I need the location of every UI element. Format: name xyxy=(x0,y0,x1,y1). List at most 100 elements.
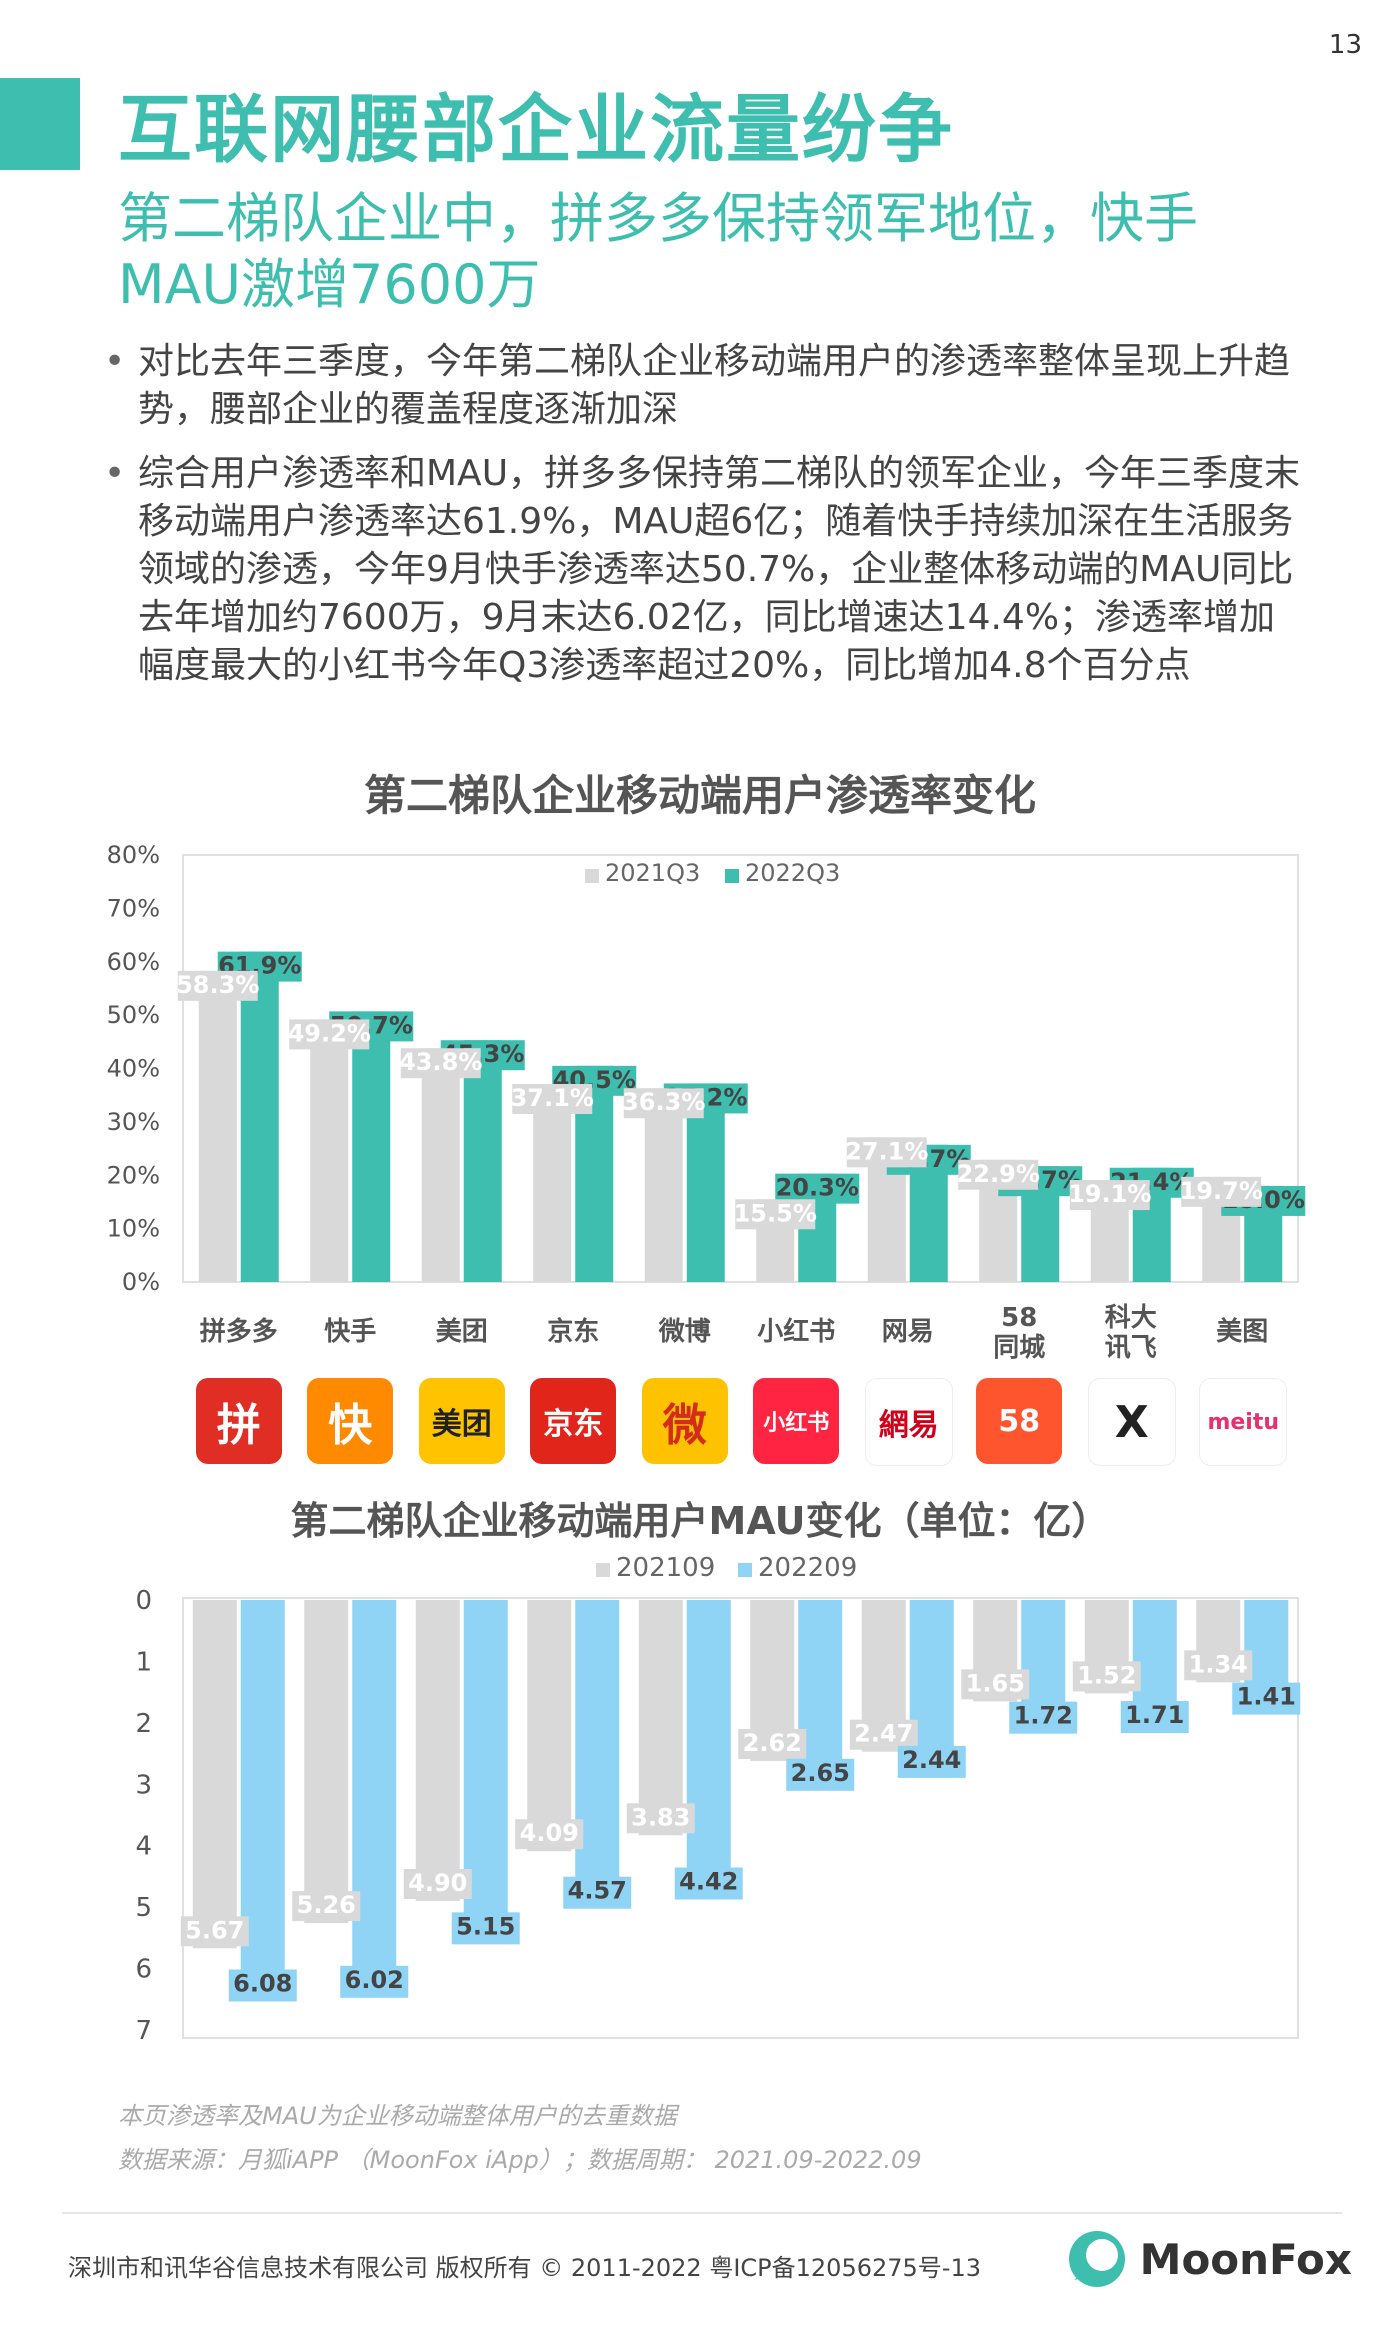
bullet-item: • 综合用户渗透率和MAU，拼多多保持第二梯队的领军企业，今年三季度末移动端用户渗… xyxy=(104,450,1308,690)
data-label-bg xyxy=(626,1803,695,1834)
legend-swatch xyxy=(738,1563,752,1577)
legend-label: 2022Q3 xyxy=(745,859,840,887)
data-label-bg xyxy=(1184,1650,1253,1681)
meitu-logo: meitu xyxy=(1199,1378,1288,1466)
data-label-202209: 4.42 xyxy=(679,1868,738,1896)
data-label-202109: 5.26 xyxy=(297,1891,356,1919)
bullet-item: • 对比去年三季度，今年第二梯队企业移动端用户的渗透率整体呈现上升趋势，腰部企业的… xyxy=(104,338,1308,434)
y-tick-label: 30% xyxy=(107,1108,160,1136)
page-number: 13 xyxy=(1328,30,1362,60)
bar-202109 xyxy=(192,1600,237,1949)
data-label-2022q3: 20.3% xyxy=(776,1174,859,1202)
bar-2022q3 xyxy=(463,1040,502,1282)
data-label-bg xyxy=(786,1758,855,1791)
data-label-2021q3: 43.8% xyxy=(399,1048,482,1076)
data-label-2021q3: 36.3% xyxy=(622,1088,705,1116)
58-logo: 58 xyxy=(976,1378,1063,1464)
kuaishou-logo: 快 xyxy=(307,1378,394,1464)
y-tick-label: 3 xyxy=(135,1770,152,1800)
data-label-bg xyxy=(846,1137,927,1168)
x-tick-label: 科大 xyxy=(1105,1303,1157,1333)
bar-2021q3 xyxy=(644,1088,683,1282)
footnote-source: 数据来源：月狐iAPP （MoonFox iApp）；数据周期： 2021.09… xyxy=(118,2146,922,2174)
data-label-2021q3: 27.1% xyxy=(845,1137,928,1165)
data-label-202209: 2.44 xyxy=(902,1746,961,1774)
x-tick-label: 拼多多 xyxy=(200,1317,278,1347)
x-tick-label: 京东 xyxy=(547,1316,599,1347)
data-label-2021q3: 58.3% xyxy=(176,971,259,999)
data-label-202209: 1.41 xyxy=(1237,1683,1296,1711)
data-label-2021q3: 15.5% xyxy=(734,1199,817,1227)
y-tick-label: 6 xyxy=(135,1955,152,1985)
data-label-202109: 4.09 xyxy=(520,1819,579,1847)
data-label-bg xyxy=(289,1019,370,1050)
data-label-bg xyxy=(958,1159,1039,1190)
pinduoduo-logo: 拼 xyxy=(195,1378,282,1464)
legend-label: 2021Q3 xyxy=(605,859,700,887)
footer-copyright: 深圳市和讯华谷信息技术有限公司 版权所有 © 2011-2022 粤ICP备12… xyxy=(68,2254,981,2282)
data-label-202209: 4.57 xyxy=(568,1877,627,1905)
data-label-202109: 1.52 xyxy=(1077,1661,1136,1689)
y-tick-label: 0% xyxy=(122,1268,160,1296)
bar-202109 xyxy=(304,1600,349,1924)
data-label-2021q3: 19.1% xyxy=(1068,1180,1151,1208)
x-tick-label: 同城 xyxy=(993,1333,1045,1363)
data-label-bg xyxy=(849,1719,918,1750)
penetration-chart: 0%10%20%30%40%50%60%70%80%2021Q3 2022Q361… xyxy=(107,841,1306,1363)
y-tick-label: 40% xyxy=(107,1055,160,1083)
data-label-bg xyxy=(292,1891,361,1922)
data-label-bg xyxy=(563,1876,632,1909)
y-tick-label: 0 xyxy=(135,1586,152,1616)
xiaohongshu-logo: 小红书 xyxy=(753,1378,840,1464)
data-label-bg xyxy=(515,1819,584,1850)
y-tick-label: 70% xyxy=(107,894,160,922)
iflytek-logo: X xyxy=(1087,1378,1176,1466)
data-label-bg xyxy=(1069,1180,1150,1211)
bullet-dot-icon: • xyxy=(104,341,126,382)
meituan-logo: 美团 xyxy=(418,1378,505,1464)
data-label-bg xyxy=(961,1669,1030,1700)
bullet-list: • 对比去年三季度，今年第二梯队企业移动端用户的渗透率整体呈现上升趋势，腰部企业的… xyxy=(104,338,1308,706)
data-label-bg xyxy=(897,1745,966,1778)
data-label-bg xyxy=(775,1173,860,1204)
x-tick-label: 美团 xyxy=(436,1316,488,1347)
bar-2022q3 xyxy=(352,1011,391,1282)
y-tick-label: 7 xyxy=(135,2016,152,2046)
page-title: 互联网腰部企业流量纷争 xyxy=(118,87,954,173)
data-label-bg xyxy=(228,1969,297,2002)
data-label-bg xyxy=(1120,1701,1189,1734)
x-tick-label: 快手 xyxy=(324,1317,376,1347)
legend-swatch xyxy=(585,869,599,883)
data-label-2021q3: 22.9% xyxy=(957,1160,1040,1188)
bar-2021q3 xyxy=(198,970,237,1282)
bar-202209 xyxy=(240,1600,285,1974)
y-tick-label: 5 xyxy=(135,1893,152,1923)
x-tick-label: 讯飞 xyxy=(1105,1333,1157,1363)
data-label-bg xyxy=(512,1083,593,1114)
y-tick-label: 10% xyxy=(107,1215,160,1243)
data-label-bg xyxy=(735,1199,816,1230)
data-label-bg xyxy=(1181,1176,1262,1207)
data-label-bg xyxy=(403,1869,472,1899)
x-tick-label: 小红书 xyxy=(757,1316,835,1347)
data-label-202209: 1.72 xyxy=(1014,1702,1073,1730)
data-label-2021q3: 19.7% xyxy=(1180,1177,1263,1205)
netease-logo: 網易 xyxy=(864,1378,953,1466)
bar-202109 xyxy=(638,1600,683,1836)
data-label-202209: 6.08 xyxy=(233,1969,292,1997)
legend-swatch xyxy=(596,1563,610,1577)
data-label-bg xyxy=(1232,1682,1301,1715)
bullet-text: 综合用户渗透率和MAU，拼多多保持第二梯队的领军企业，今年三季度末移动端用户渗透… xyxy=(138,453,1301,686)
data-label-bg xyxy=(177,970,258,1001)
data-label-202109: 5.67 xyxy=(185,1916,244,1944)
bar-202109 xyxy=(415,1600,460,1901)
y-tick-label: 50% xyxy=(107,1001,160,1029)
data-label-202109: 1.65 xyxy=(966,1669,1025,1697)
y-tick-label: 80% xyxy=(107,841,160,869)
bar-2021q3 xyxy=(310,1019,349,1282)
y-tick-label: 2 xyxy=(135,1709,152,1739)
data-label-bg xyxy=(674,1867,743,1900)
x-tick-label: 网易 xyxy=(882,1317,934,1347)
chart1-title: 第二梯队企业移动端用户渗透率变化 xyxy=(363,771,1036,820)
brand-logo: MoonFox xyxy=(1066,2228,1352,2290)
